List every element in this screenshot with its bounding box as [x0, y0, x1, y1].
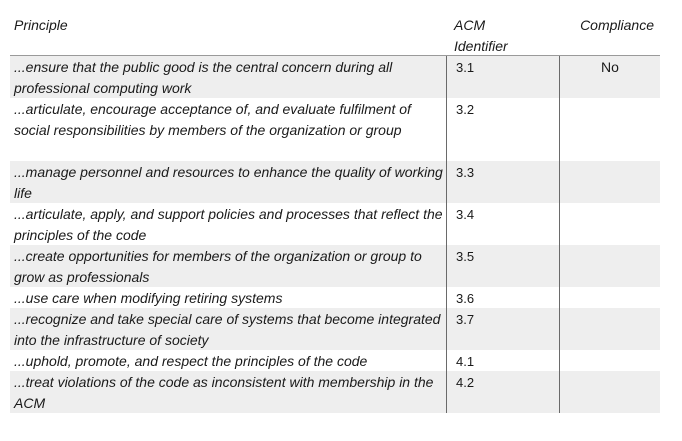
- identifier-cell: 3.6: [446, 287, 559, 308]
- header-compliance: Compliance: [559, 12, 660, 55]
- principle-cell: ...uphold, promote, and respect the prin…: [10, 350, 446, 371]
- table-row: ...articulate, encourage acceptance of, …: [10, 98, 660, 161]
- compliance-cell: [559, 371, 660, 413]
- identifier-cell: 3.2: [446, 98, 559, 161]
- identifier-cell: 4.2: [446, 371, 559, 413]
- compliance-cell: [559, 161, 660, 203]
- principle-cell: ...treat violations of the code as incon…: [10, 371, 446, 413]
- compliance-cell: [559, 350, 660, 371]
- principle-cell: ...recognize and take special care of sy…: [10, 308, 446, 350]
- table-header: Principle ACM Identifier Compliance: [10, 12, 660, 56]
- header-principle: Principle: [10, 12, 446, 55]
- compliance-cell: [559, 203, 660, 245]
- table-row: ...ensure that the public good is the ce…: [10, 56, 660, 98]
- table-row: ...use care when modifying retiring syst…: [10, 287, 660, 308]
- principles-table: Principle ACM Identifier Compliance ...e…: [10, 12, 660, 413]
- identifier-cell: 3.1: [446, 56, 559, 98]
- compliance-cell: [559, 308, 660, 350]
- principle-cell: ...articulate, encourage acceptance of, …: [10, 98, 446, 161]
- principle-cell: ...articulate, apply, and support polici…: [10, 203, 446, 245]
- principle-cell: ...ensure that the public good is the ce…: [10, 56, 446, 98]
- table-row: ...recognize and take special care of sy…: [10, 308, 660, 350]
- principle-cell: ...manage personnel and resources to enh…: [10, 161, 446, 203]
- compliance-cell: [559, 98, 660, 161]
- identifier-cell: 3.4: [446, 203, 559, 245]
- principle-cell: ...create opportunities for members of t…: [10, 245, 446, 287]
- compliance-cell: [559, 245, 660, 287]
- compliance-cell: [559, 287, 660, 308]
- table-row: ...treat violations of the code as incon…: [10, 371, 660, 413]
- identifier-cell: 4.1: [446, 350, 559, 371]
- principle-cell: ...use care when modifying retiring syst…: [10, 287, 446, 308]
- table-row: ...create opportunities for members of t…: [10, 245, 660, 287]
- table-row: ...manage personnel and resources to enh…: [10, 161, 660, 203]
- table-row: ...articulate, apply, and support polici…: [10, 203, 660, 245]
- compliance-cell: No: [559, 56, 660, 98]
- identifier-cell: 3.3: [446, 161, 559, 203]
- identifier-cell: 3.7: [446, 308, 559, 350]
- identifier-cell: 3.5: [446, 245, 559, 287]
- table-row: ...uphold, promote, and respect the prin…: [10, 350, 660, 371]
- header-identifier: ACM Identifier: [446, 12, 559, 55]
